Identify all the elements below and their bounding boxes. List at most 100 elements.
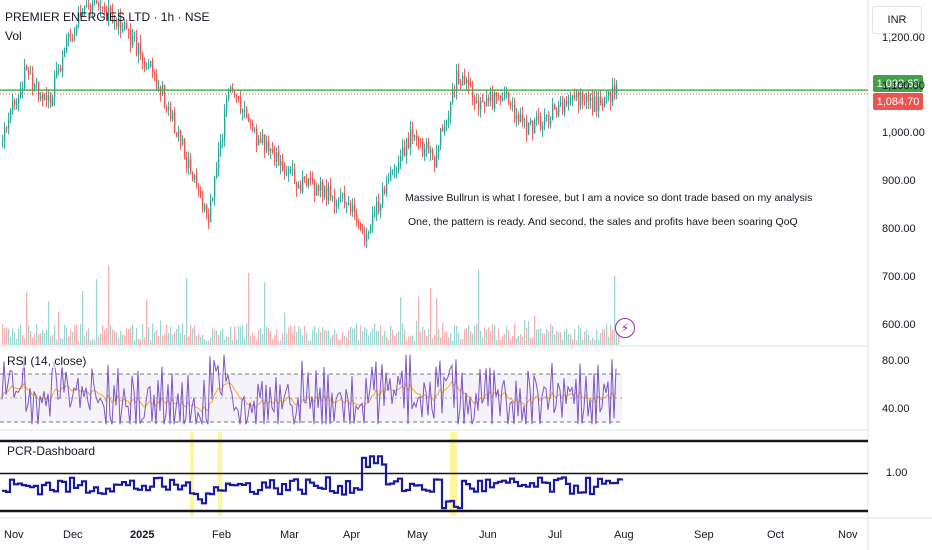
candle-body xyxy=(124,22,126,31)
candle-body xyxy=(42,95,44,101)
candle-body xyxy=(606,96,608,98)
candle-body xyxy=(376,201,378,214)
candle-body xyxy=(264,134,266,151)
candle-body xyxy=(512,104,514,106)
volume-bar xyxy=(212,328,214,345)
volume-bar xyxy=(580,327,582,345)
volume-bar xyxy=(382,335,384,345)
candle-body xyxy=(432,149,434,157)
volume-bar xyxy=(594,340,596,345)
time-tick-label: Feb xyxy=(212,529,231,541)
volume-bar xyxy=(298,326,300,345)
volume-bar xyxy=(416,320,418,345)
candle-body xyxy=(582,92,584,102)
candle-body xyxy=(504,92,506,98)
candle-body xyxy=(180,130,182,145)
volume-bar xyxy=(182,323,184,345)
volume-bar xyxy=(426,335,428,345)
candle-body xyxy=(314,181,316,196)
volume-bar xyxy=(258,329,260,345)
volume-bar xyxy=(612,329,614,345)
candle-body xyxy=(194,175,196,180)
volume-bar xyxy=(252,332,254,345)
currency-button[interactable]: INR xyxy=(872,6,922,34)
volume-bar xyxy=(198,333,200,345)
candle-body xyxy=(198,186,200,192)
candle-body xyxy=(592,97,594,113)
candle-body xyxy=(248,117,250,122)
candle-body xyxy=(202,197,204,210)
volume-bar xyxy=(80,324,82,345)
candle-body xyxy=(270,148,272,152)
price-tick-label: 1,100.00 xyxy=(882,79,925,92)
candle-body xyxy=(462,76,464,86)
candle-body xyxy=(240,98,242,113)
candle-body xyxy=(62,56,64,71)
volume-bar xyxy=(464,329,466,345)
candle-body xyxy=(600,96,602,104)
volume-bar xyxy=(530,338,532,345)
candle-body xyxy=(30,73,32,75)
candle-body xyxy=(146,67,148,69)
candle-body xyxy=(108,7,110,20)
candle-body xyxy=(530,120,532,123)
candle-body xyxy=(500,95,502,101)
volume-bar xyxy=(514,323,516,345)
candle-body xyxy=(220,142,222,150)
candle-body xyxy=(438,145,440,153)
volume-bar xyxy=(452,340,454,345)
volume-bar xyxy=(350,326,352,345)
volume-bar xyxy=(600,333,602,345)
volume-bar xyxy=(398,331,400,345)
candle-body xyxy=(122,30,124,32)
volume-bar xyxy=(456,325,458,345)
volume-bar xyxy=(124,335,126,345)
volume-bar xyxy=(264,282,266,345)
candle-body xyxy=(250,121,252,124)
volume-bar xyxy=(54,325,56,345)
candle-body xyxy=(542,126,544,130)
volume-bar xyxy=(558,332,560,345)
lightning-icon[interactable]: ⚡ xyxy=(615,318,635,338)
volume-bar xyxy=(546,328,548,345)
volume-bar xyxy=(292,332,294,345)
candle-body xyxy=(418,138,420,143)
volume-bar xyxy=(310,340,312,345)
volume-bar xyxy=(614,275,616,345)
candle-body xyxy=(8,120,10,129)
candle-body xyxy=(350,202,352,212)
candle-body xyxy=(214,177,216,198)
candle-body xyxy=(610,91,612,102)
candle-body xyxy=(234,90,236,96)
candle-body xyxy=(346,204,348,206)
volume-bar xyxy=(480,330,482,345)
candle-body xyxy=(144,61,146,68)
volume-bar xyxy=(30,330,32,345)
volume-bar xyxy=(50,336,52,345)
candle-body xyxy=(230,87,232,90)
volume-bar xyxy=(174,332,176,345)
candle-body xyxy=(312,178,314,182)
volume-bar xyxy=(290,325,292,345)
candle-body xyxy=(514,104,516,120)
candle-body xyxy=(372,213,374,227)
candle-body xyxy=(598,96,600,112)
volume-bar xyxy=(406,340,408,345)
volume-bar xyxy=(372,328,374,345)
candle-body xyxy=(92,2,94,12)
volume-bar xyxy=(300,328,302,345)
candle-body xyxy=(4,127,6,142)
volume-bar xyxy=(274,334,276,345)
candle-body xyxy=(272,148,274,152)
volume-bar xyxy=(466,328,468,345)
candle-body xyxy=(434,156,436,167)
candle-body xyxy=(222,139,224,143)
candle-body xyxy=(112,11,114,23)
volume-bar xyxy=(278,340,280,345)
volume-bar xyxy=(194,325,196,345)
candle-body xyxy=(66,38,68,52)
candle-body xyxy=(224,109,226,140)
candle-body xyxy=(520,114,522,122)
